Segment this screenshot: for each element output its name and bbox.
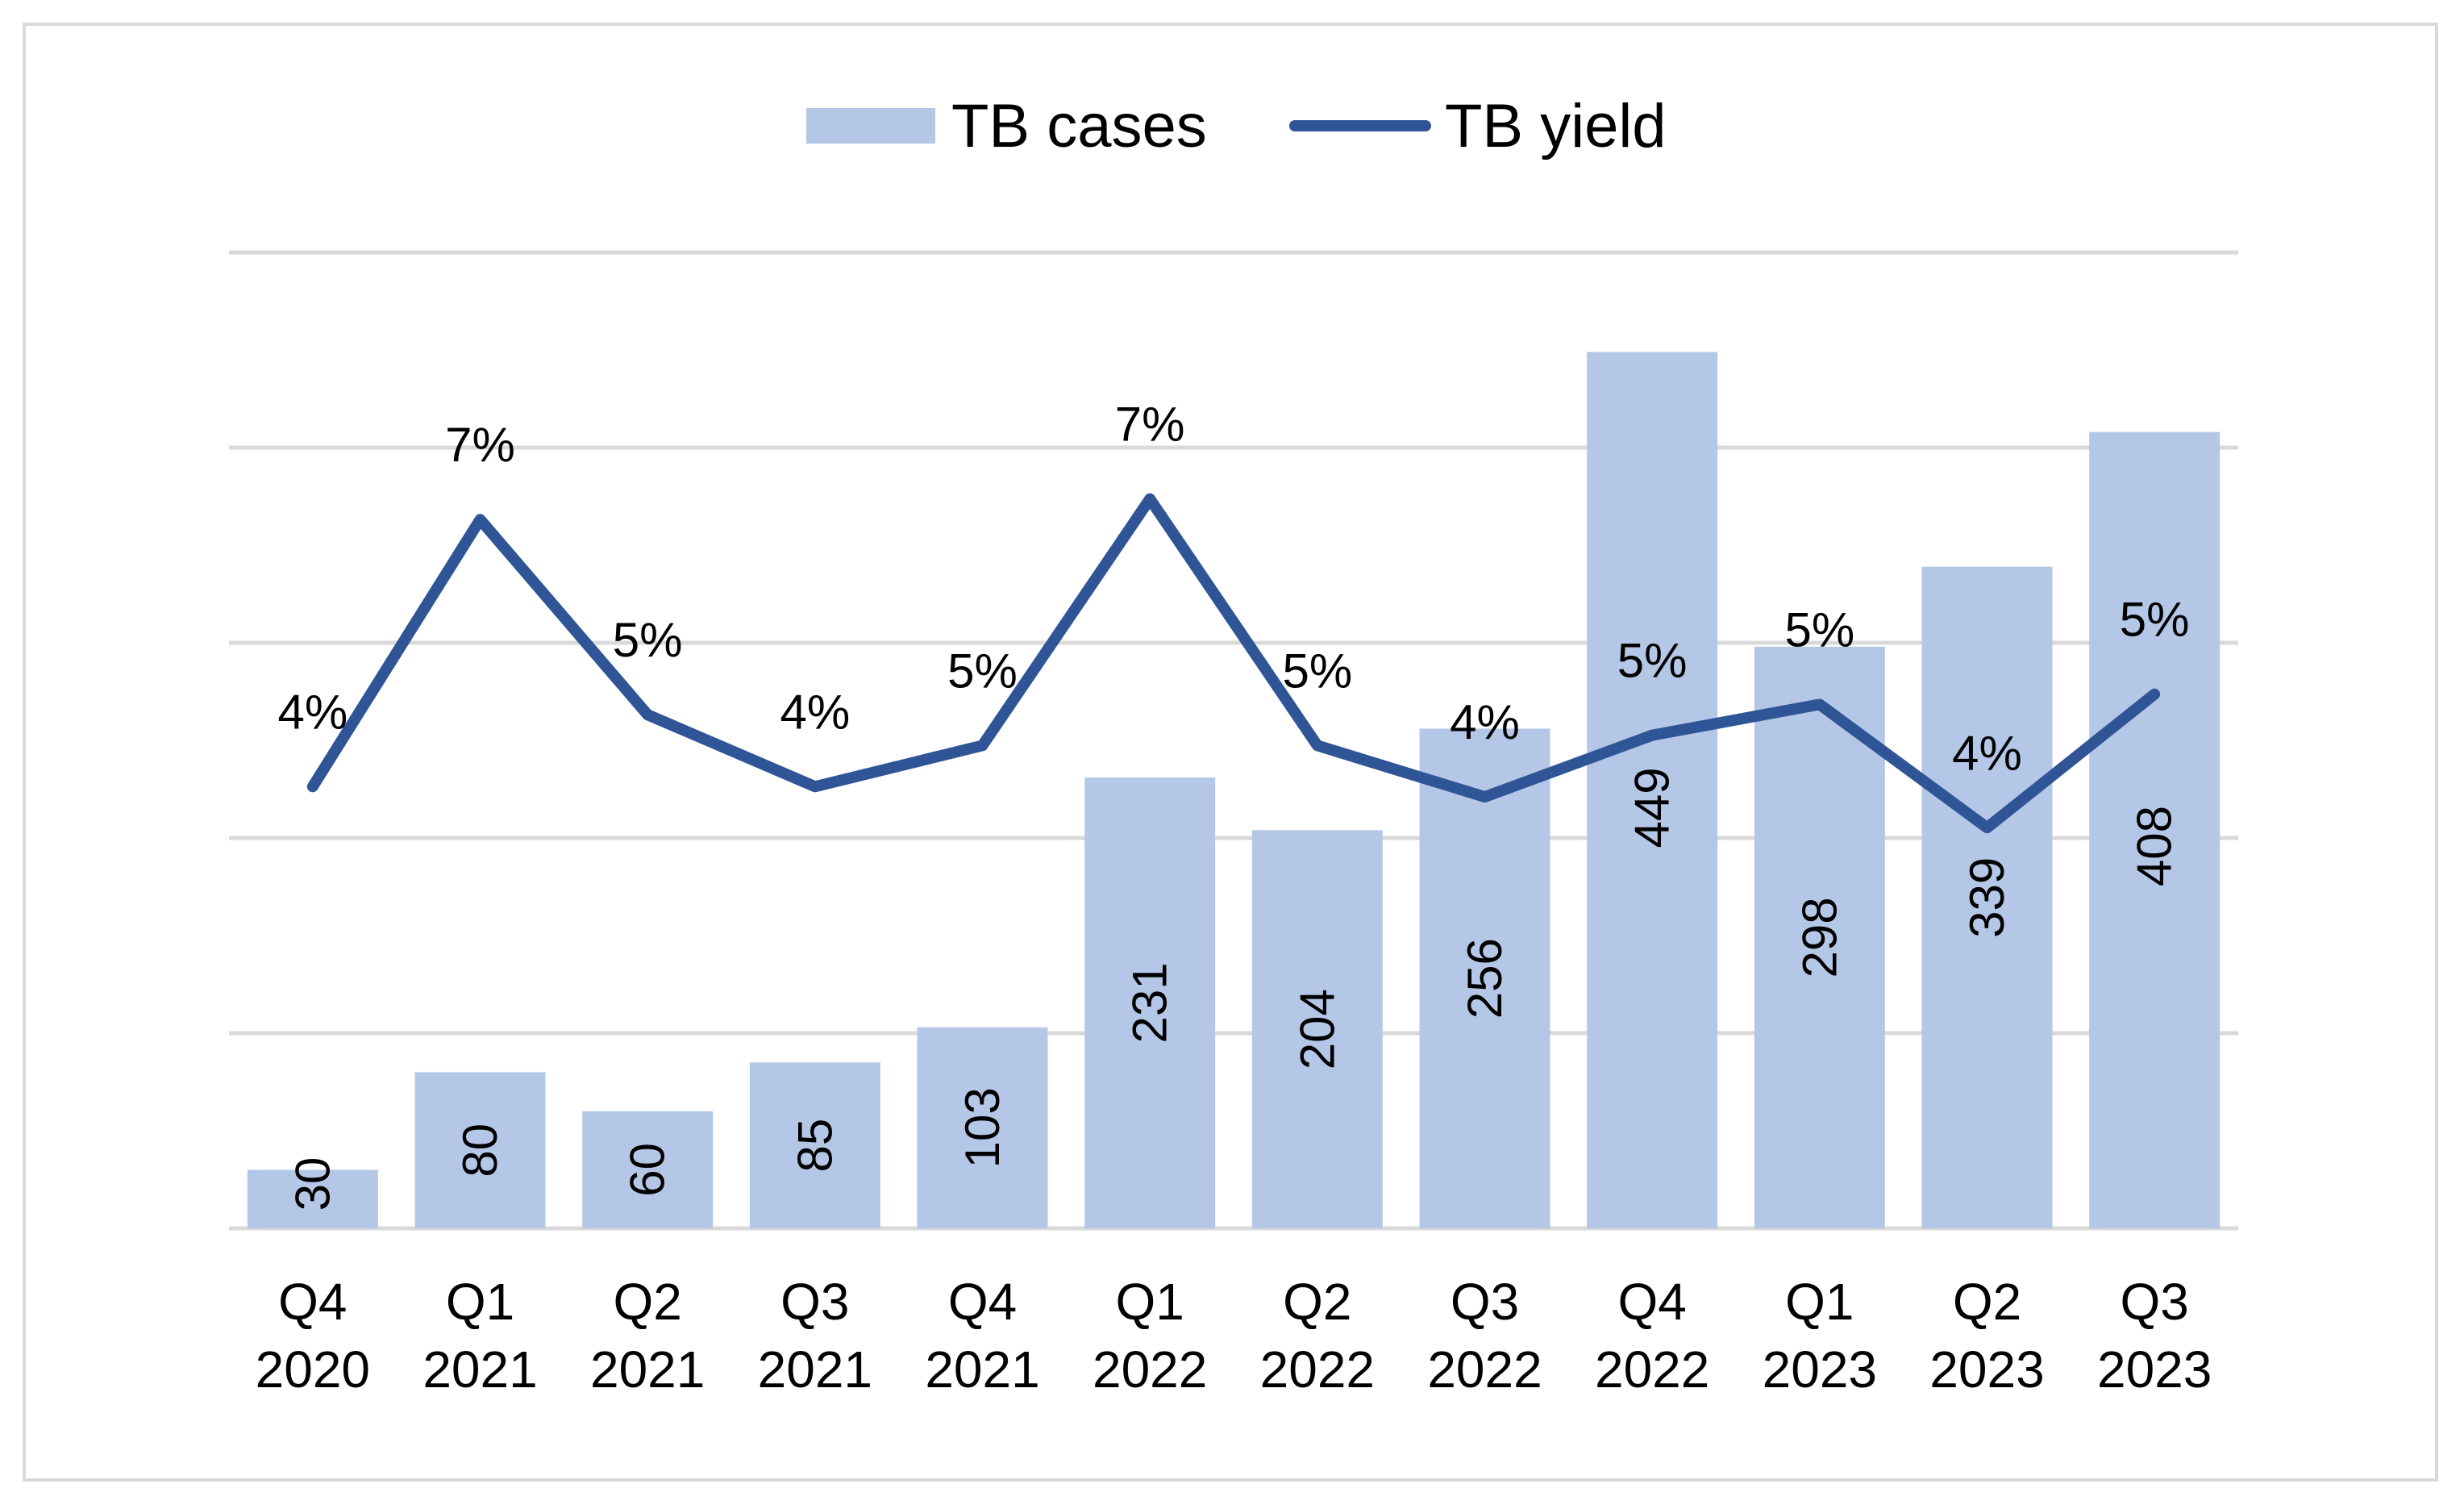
- bar: [247, 1169, 378, 1228]
- yield-value-label: 5%: [1282, 644, 1352, 698]
- bar: [1419, 728, 1550, 1228]
- bar-value-label: 80: [453, 1123, 507, 1178]
- legend-label-tb-cases: TB cases: [951, 92, 1207, 160]
- x-tick-quarter: Q4: [1617, 1273, 1686, 1331]
- x-tick-year: 2022: [1260, 1340, 1375, 1399]
- bar: [1084, 777, 1216, 1228]
- bar: [749, 1062, 880, 1228]
- yield-value-label: 5%: [2120, 593, 2190, 647]
- legend-swatch-tb-cases: [806, 108, 935, 144]
- yield-value-label: 5%: [1617, 634, 1688, 688]
- x-tick-quarter: Q4: [948, 1273, 1017, 1331]
- x-tick-year: 2023: [2097, 1340, 2212, 1399]
- yield-point: [1315, 744, 1319, 748]
- bar-value-label: 408: [2128, 806, 2182, 886]
- x-tick-quarter: Q2: [613, 1273, 681, 1331]
- x-tick-year: 2021: [925, 1340, 1039, 1399]
- x-tick-year: 2021: [758, 1340, 872, 1399]
- yield-point: [2153, 692, 2157, 696]
- yield-point: [1817, 702, 1821, 707]
- x-tick-quarter: Q3: [780, 1273, 849, 1331]
- bar: [414, 1072, 546, 1228]
- bar-value-label: 256: [1458, 938, 1512, 1019]
- x-tick-quarter: Q3: [1451, 1273, 1519, 1331]
- yield-point: [1148, 497, 1152, 501]
- legend: TB cases TB yield: [806, 92, 1667, 160]
- bar-data-labels: 30 80 60 85 103 231 204 256 449 298 339 408: [285, 767, 2181, 1211]
- x-tick-year: 2022: [1595, 1340, 1709, 1399]
- bar: [1251, 830, 1383, 1228]
- bar-series: [247, 352, 2221, 1228]
- x-tick-year: 2020: [256, 1340, 370, 1399]
- x-tick-quarter: Q3: [2120, 1273, 2188, 1331]
- x-tick-year: 2021: [590, 1340, 705, 1399]
- yield-point: [310, 785, 314, 789]
- x-tick-quarter: Q1: [1115, 1273, 1184, 1331]
- bar-value-label: 204: [1290, 989, 1344, 1069]
- legend-label-tb-yield: TB yield: [1445, 92, 1667, 160]
- bar: [917, 1027, 1048, 1228]
- x-tick-year: 2022: [1427, 1340, 1542, 1399]
- bar-value-label: 231: [1123, 962, 1177, 1043]
- x-tick-year: 2021: [422, 1340, 537, 1399]
- yield-point: [478, 518, 482, 522]
- yield-value-label: 5%: [613, 613, 683, 667]
- bar: [1587, 352, 1718, 1228]
- gridlines: [229, 250, 2238, 1231]
- bar-value-label: 449: [1625, 767, 1679, 848]
- yield-value-label: 4%: [780, 685, 850, 739]
- yield-point: [1483, 795, 1487, 799]
- x-tick-year: 2022: [1093, 1340, 1207, 1399]
- x-tick-quarter: Q2: [1283, 1273, 1351, 1331]
- bar-value-label: 298: [1792, 897, 1846, 978]
- yield-line: [306, 493, 2161, 834]
- bar: [582, 1111, 714, 1228]
- yield-value-label: 5%: [947, 644, 1018, 698]
- yield-value-label: 5%: [1784, 602, 1854, 657]
- yield-point: [980, 744, 984, 748]
- yield-point: [813, 785, 817, 789]
- bar-value-label: 30: [285, 1157, 339, 1211]
- yield-point: [646, 713, 650, 717]
- x-tick-quarter: Q1: [1785, 1273, 1854, 1331]
- x-tick-year: 2023: [1763, 1340, 1877, 1399]
- chart-frame: 30 80 60 85 103 231 204 256 449 298 339 408 4% 7% 5% 4…: [23, 23, 2438, 1482]
- x-tick-quarter: Q2: [1953, 1273, 2021, 1331]
- yield-value-label: 4%: [1952, 726, 2022, 780]
- bar-value-label: 339: [1960, 857, 2014, 938]
- yield-point: [1650, 733, 1654, 737]
- bar-value-label: 103: [955, 1087, 1009, 1168]
- yield-value-label: 7%: [1115, 398, 1185, 452]
- x-tick-quarter: Q4: [278, 1273, 347, 1331]
- bar: [2089, 431, 2221, 1228]
- yield-point: [1985, 826, 1989, 830]
- x-tick-quarter: Q1: [446, 1273, 514, 1331]
- yield-value-label: 7%: [445, 418, 515, 472]
- yield-value-label: 4%: [277, 685, 348, 739]
- bar: [1921, 566, 2053, 1228]
- line-series: [306, 493, 2161, 834]
- yield-value-label: 4%: [1450, 695, 1520, 749]
- bar-value-label: 60: [621, 1143, 675, 1197]
- x-axis-tick-labels: Q4 2020 Q1 2021 Q2 2021 Q3 2021 Q4 2021 Q1 2022 Q2 20…: [256, 1273, 2212, 1399]
- bar: [1754, 646, 1885, 1228]
- line-data-labels: 4% 7% 5% 4% 5% 7% 5% 4% 5% 5% 4% 5%: [277, 398, 2189, 781]
- x-tick-year: 2023: [1929, 1340, 2044, 1399]
- bar-value-label: 85: [788, 1119, 842, 1173]
